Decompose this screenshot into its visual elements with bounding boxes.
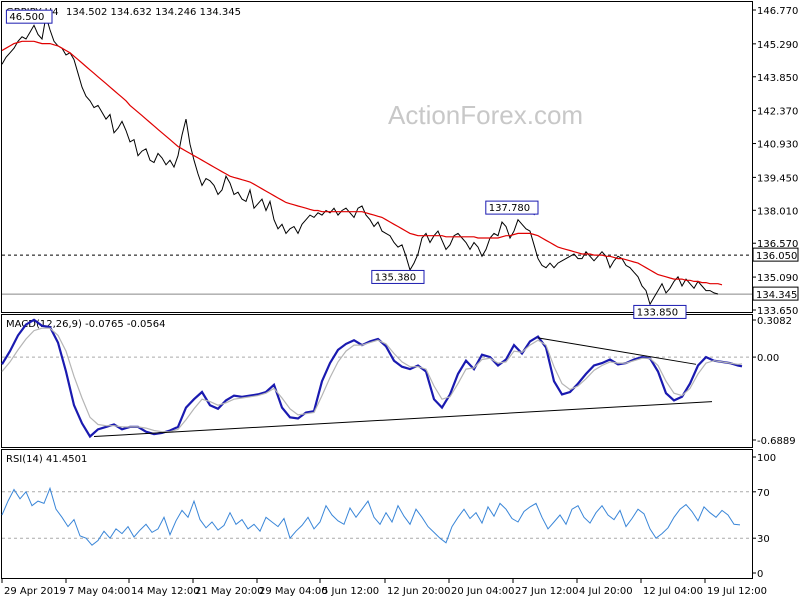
- y-tick-label: 100: [757, 453, 776, 464]
- y-tick-label: -0.6889: [757, 436, 796, 447]
- x-tick-label: 29 Apr 2019: [4, 586, 66, 597]
- annotation-label: 133.850: [637, 307, 678, 318]
- x-tick-label: 19 Jul 12:00: [707, 586, 767, 597]
- y-tick-label: 145.290: [757, 40, 798, 51]
- y-tick-label: 136.570: [757, 239, 798, 250]
- x-tick-label: 27 Jun 12:00: [515, 586, 579, 597]
- x-tick-label: 7 May 04:00: [68, 586, 130, 597]
- signal-line: [1, 327, 743, 433]
- y-tick-label: 0: [757, 569, 763, 580]
- rsi-line: [1, 486, 741, 546]
- rsi-panel-frame: [1, 449, 753, 579]
- annotation-box: [371, 269, 425, 284]
- annotation-box: [485, 200, 539, 215]
- price-ohlc-text: 134.502 134.632 134.246 134.345: [66, 7, 241, 18]
- price-plot: 146.770 145.290 143.850 142.370 140.930 139.4…: [1, 6, 799, 319]
- annotation-label: 137.780: [489, 203, 530, 214]
- macd-plot: 0.3082 0.00 -0.6889: [1, 316, 796, 447]
- y-tick-label: 70: [757, 488, 770, 499]
- y-tick-label: 139.450: [757, 173, 798, 184]
- y-tick-label: 135.090: [757, 273, 798, 284]
- annotation-box: [5, 9, 53, 24]
- y-tick-label: 140.930: [757, 140, 798, 151]
- x-tick-label: 29 May 04:00: [259, 586, 328, 597]
- x-tick-label: 14 May 12:00: [131, 586, 200, 597]
- current-price-label: 134.345: [756, 290, 797, 301]
- x-tick-label: 20 Jun 04:00: [451, 586, 515, 597]
- annotation-box: [633, 304, 687, 319]
- x-tick-label: 12 Jun 20:00: [387, 586, 451, 597]
- y-tick-label: 133.650: [757, 306, 798, 317]
- support-line-label: 136.050: [756, 251, 797, 262]
- x-tick-label: 4 Jul 20:00: [579, 586, 633, 597]
- watermark: ActionForex.com: [388, 100, 583, 130]
- annotation-label: 135.380: [375, 272, 416, 283]
- y-tick-label: 138.010: [757, 206, 798, 217]
- macd-panel-frame: [1, 314, 753, 448]
- rsi-plot: 100 70 30 0: [1, 453, 776, 580]
- y-tick-label: 0.3082: [757, 316, 792, 327]
- x-tick-label: 12 Jul 04:00: [643, 586, 703, 597]
- price-line: [1, 16, 719, 306]
- y-tick-label: 30: [757, 534, 770, 545]
- moving-average-line: [1, 40, 723, 286]
- current-price-tag: [752, 286, 799, 301]
- annotation-label: 46.500: [9, 12, 44, 23]
- macd-panel-title: MACD(12,26,9) -0.0765 -0.0564: [6, 319, 166, 330]
- x-tick-label: 5 Jun 12:00: [322, 586, 379, 597]
- support-line-tag: [752, 247, 799, 262]
- price-panel-frame: [1, 1, 753, 313]
- trendline: [537, 337, 697, 365]
- trendline: [93, 401, 713, 438]
- y-tick-label: 0.00: [757, 353, 779, 364]
- x-tick-label: 21 May 20:00: [195, 586, 264, 597]
- y-tick-label: 146.770: [757, 6, 798, 17]
- rsi-panel-title: RSI(14) 41.4501: [6, 454, 87, 465]
- y-tick-label: 143.850: [757, 73, 798, 84]
- y-tick-label: 142.370: [757, 107, 798, 118]
- macd-line: [1, 318, 743, 439]
